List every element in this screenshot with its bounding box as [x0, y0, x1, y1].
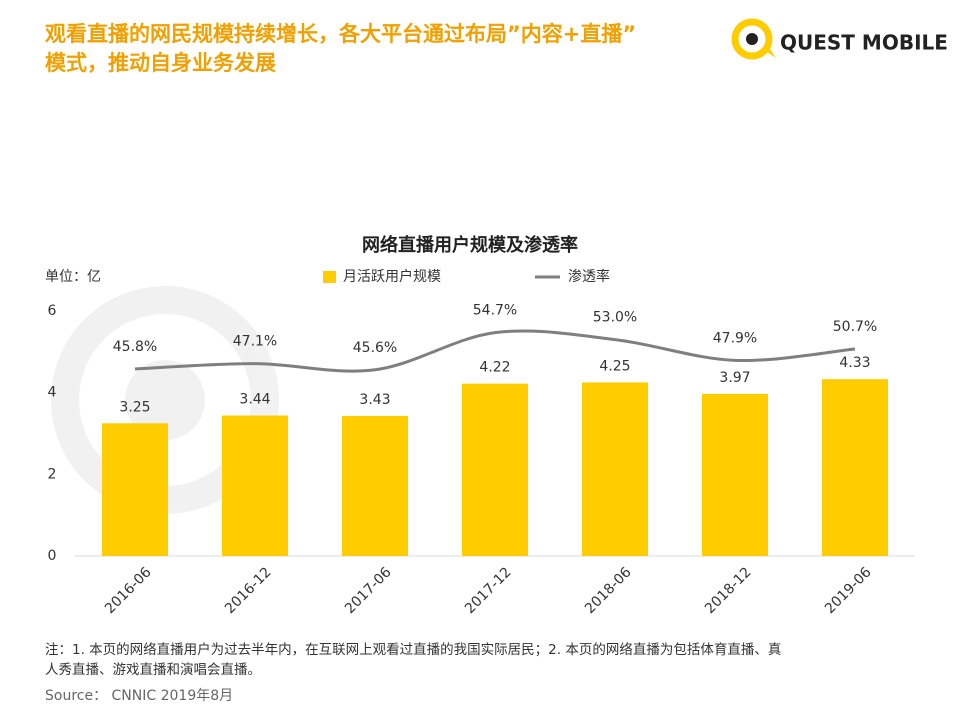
- note: 人秀直播、游戏直播和演唱会直播。: [45, 662, 261, 678]
- x-tick-label: 2016-06: [102, 564, 155, 617]
- y-tick-label: 4: [48, 385, 57, 401]
- unit-label: 单位：亿: [45, 269, 101, 285]
- x-tick-label: 2018-06: [582, 564, 635, 617]
- line-label: 47.1%: [233, 334, 277, 350]
- line-label: 50.7%: [833, 319, 877, 335]
- bar: [342, 415, 408, 556]
- logo-text: QUEST MOBILE: [780, 31, 948, 55]
- legend-label: 渗透率: [568, 268, 610, 285]
- x-tick-label: 2017-06: [342, 564, 395, 617]
- line-label: 45.8%: [113, 339, 157, 355]
- bar-label: 3.44: [239, 392, 270, 408]
- x-tick-label: 2017-12: [462, 564, 515, 617]
- bar: [822, 379, 888, 556]
- source: Source： CNNIC 2019年8月: [45, 688, 233, 704]
- bar-label: 3.97: [719, 370, 750, 386]
- header-title: 观看直播的网民规模持续增长，各大平台通过布局”内容+直播”: [45, 22, 636, 46]
- bar-label: 4.33: [839, 355, 870, 371]
- bar-label: 4.25: [599, 358, 630, 374]
- chart-title: 网络直播用户规模及渗透率: [362, 234, 578, 256]
- legend-swatch: [323, 271, 336, 283]
- bar: [102, 423, 168, 556]
- bar-label: 3.25: [119, 399, 150, 415]
- x-tick-label: 2016-12: [222, 564, 275, 617]
- line-label: 45.6%: [353, 340, 397, 356]
- y-tick-label: 2: [48, 466, 57, 482]
- y-tick-label: 0: [48, 548, 57, 564]
- logo-icon: [731, 18, 776, 60]
- x-tick-label: 2019-06: [822, 564, 875, 617]
- legend-label: 月活跃用户规模: [343, 268, 441, 285]
- bar-label: 4.22: [479, 360, 510, 376]
- header-title: 模式，推动自身业务发展: [45, 51, 276, 75]
- line-label: 54.7%: [473, 303, 517, 319]
- line-label: 47.9%: [713, 330, 757, 346]
- bar: [222, 415, 288, 556]
- line: [134, 329, 856, 373]
- x-tick-label: 2018-12: [702, 564, 755, 617]
- line-label: 53.0%: [593, 310, 637, 326]
- bar-label: 3.43: [359, 392, 390, 408]
- note: 注：1. 本页的网络直播用户为过去半年内，在互联网上观看过直播的我国实际居民；2…: [45, 641, 781, 658]
- y-tick-label: 6: [48, 303, 57, 319]
- bar: [582, 382, 648, 556]
- bar: [462, 383, 528, 556]
- bar: [702, 393, 768, 556]
